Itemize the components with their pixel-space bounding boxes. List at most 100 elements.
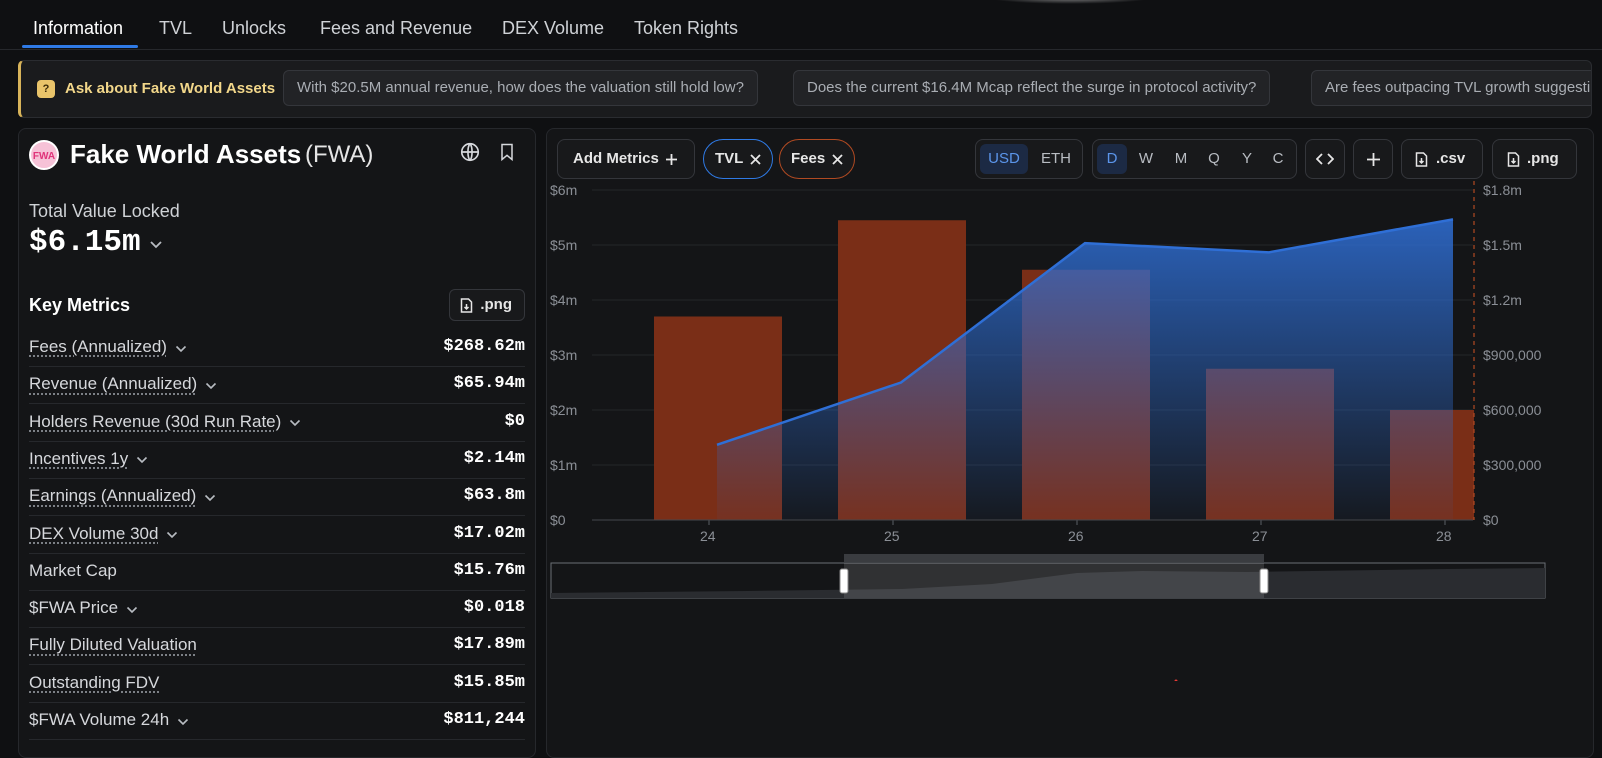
period-q[interactable]: Q	[1199, 144, 1229, 174]
suggested-question-chip[interactable]: With $20.5M annual revenue, how does the…	[283, 70, 758, 106]
project-info-panel: FWA Fake World Assets (FWA) Total Value …	[18, 128, 536, 758]
metric-value: $15.85m	[454, 673, 525, 692]
metric-value: $17.02m	[454, 524, 525, 543]
embed-code-button[interactable]	[1305, 139, 1345, 179]
suggested-question-chip[interactable]: Does the current $16.4M Mcap reflect the…	[793, 70, 1270, 106]
chevron-down-icon[interactable]	[166, 524, 178, 544]
y-tick-right: $300,000	[1483, 457, 1542, 473]
zoom-slider-top-bar	[844, 554, 1264, 562]
metric-label-text: Fees (Annualized)	[29, 337, 167, 356]
period-c[interactable]: C	[1263, 144, 1293, 174]
y-tick-left: $5m	[550, 237, 577, 253]
period-w[interactable]: W	[1131, 144, 1161, 174]
chevron-down-icon[interactable]	[136, 449, 148, 469]
metric-row[interactable]: DEX Volume 30d $17.02m	[29, 516, 525, 554]
tvl-label: Total Value Locked	[29, 201, 180, 222]
metric-row[interactable]: Fully Diluted Valuation $17.89m	[29, 627, 525, 665]
add-metrics-label: Add Metrics	[573, 150, 659, 167]
bookmark-icon[interactable]	[497, 141, 523, 167]
period-m[interactable]: M	[1165, 144, 1197, 174]
tab-dex-volume[interactable]: DEX Volume	[502, 18, 604, 39]
y-tick-right: $600,000	[1483, 402, 1542, 418]
key-metrics-title: Key Metrics	[29, 295, 130, 316]
chevron-down-icon[interactable]	[175, 338, 187, 358]
y-tick-right: $0	[1483, 512, 1499, 528]
download-csv-button[interactable]: .csv	[1401, 139, 1483, 179]
metric-row[interactable]: Market Cap $15.76m	[29, 553, 525, 591]
chart-panel: Add Metrics TVL Fees USD ETH D W M Q Y C…	[546, 128, 1594, 758]
tab-information[interactable]: Information	[33, 18, 123, 39]
y-tick-left: $1m	[550, 457, 577, 473]
active-tab-indicator	[22, 45, 138, 48]
fees-chip-label: Fees	[791, 150, 825, 167]
chevron-down-icon[interactable]	[289, 412, 301, 432]
add-metrics-button[interactable]: Add Metrics	[557, 139, 695, 179]
metric-label: Outstanding FDV	[29, 673, 159, 693]
download-icon	[1507, 152, 1520, 167]
fees-metric-chip[interactable]: Fees	[779, 139, 855, 179]
close-icon[interactable]	[750, 154, 761, 165]
suggested-question-chip[interactable]: Are fees outpacing TVL growth suggesting…	[1311, 70, 1592, 106]
download-png-button[interactable]: .png	[449, 289, 525, 321]
tab-tvl[interactable]: TVL	[159, 18, 192, 39]
chevron-down-icon[interactable]	[204, 487, 216, 507]
tvl-metric-chip[interactable]: TVL	[703, 139, 773, 179]
top-glow	[985, 0, 1155, 4]
metric-value: $17.89m	[454, 635, 525, 654]
tab-fees-and-revenue[interactable]: Fees and Revenue	[320, 18, 472, 39]
period-y[interactable]: Y	[1232, 144, 1262, 174]
metric-value: $0.018	[464, 598, 525, 617]
zoom-slider-handle-left[interactable]	[840, 569, 848, 593]
metric-row[interactable]: Fees (Annualized) $268.62m	[29, 329, 525, 367]
currency-usd[interactable]: USD	[980, 144, 1028, 174]
metric-value: $2.14m	[464, 449, 525, 468]
project-logo: FWA	[29, 140, 59, 170]
metric-label: DEX Volume 30d	[29, 524, 178, 545]
metric-row[interactable]: Outstanding FDV $15.85m	[29, 665, 525, 703]
download-png-button[interactable]: .png	[1492, 139, 1577, 179]
project-symbol: (FWA)	[305, 141, 373, 169]
metric-row[interactable]: Incentives 1y $2.14m	[29, 441, 525, 479]
add-chart-button[interactable]	[1353, 139, 1393, 179]
red-dot	[1175, 680, 1178, 682]
png-label: .png	[480, 296, 512, 313]
tvl-fees-chart[interactable]: $0 $1m $2m $3m $4m $5m $6m $0 $300,000 $600,000 $9…	[547, 181, 1593, 681]
chevron-down-icon[interactable]	[177, 711, 189, 731]
csv-label: .csv	[1436, 150, 1465, 167]
y-tick-left: $3m	[550, 347, 577, 363]
chevron-down-icon[interactable]	[126, 599, 138, 619]
tab-unlocks[interactable]: Unlocks	[222, 18, 286, 39]
metric-row[interactable]: Holders Revenue (30d Run Rate) $0	[29, 404, 525, 442]
tab-token-rights[interactable]: Token Rights	[634, 18, 738, 39]
metric-label: $FWA Price	[29, 598, 138, 619]
png-label: .png	[1527, 150, 1559, 167]
currency-toggle: USD ETH	[975, 139, 1083, 179]
y-tick-right: $1.2m	[1483, 292, 1522, 308]
zoom-slider-handle-right[interactable]	[1260, 569, 1268, 593]
tvl-area	[717, 219, 1453, 520]
tvl-value: $6.15m	[29, 225, 141, 260]
currency-eth[interactable]: ETH	[1032, 144, 1080, 174]
chevron-down-icon[interactable]	[149, 237, 163, 255]
zoom-slider-selection	[844, 563, 1264, 598]
close-icon[interactable]	[832, 154, 843, 165]
top-tabs: Information TVL Unlocks Fees and Revenue…	[0, 0, 1602, 50]
x-tick-label: 28	[1436, 528, 1452, 544]
x-tick-label: 27	[1252, 528, 1268, 544]
metric-row[interactable]: Revenue (Annualized) $65.94m	[29, 366, 525, 404]
metric-row[interactable]: $FWA Price $0.018	[29, 590, 525, 628]
period-toggle: D W M Q Y C	[1092, 139, 1297, 179]
ask-ai-icon: ?	[37, 80, 55, 98]
metric-row[interactable]: $FWA Volume 24h $811,244	[29, 702, 525, 740]
metric-label-text: Revenue (Annualized)	[29, 374, 197, 393]
period-d[interactable]: D	[1097, 144, 1127, 174]
plus-icon	[665, 153, 678, 166]
metric-row[interactable]: Earnings (Annualized) $63.8m	[29, 478, 525, 516]
globe-icon[interactable]	[459, 141, 485, 167]
metric-label-text: Outstanding FDV	[29, 673, 159, 692]
metric-value: $0	[505, 412, 525, 431]
y-tick-left: $2m	[550, 402, 577, 418]
chevron-down-icon[interactable]	[205, 375, 217, 395]
metric-label-text: Holders Revenue (30d Run Rate)	[29, 412, 281, 431]
metric-label: Fees (Annualized)	[29, 337, 187, 358]
